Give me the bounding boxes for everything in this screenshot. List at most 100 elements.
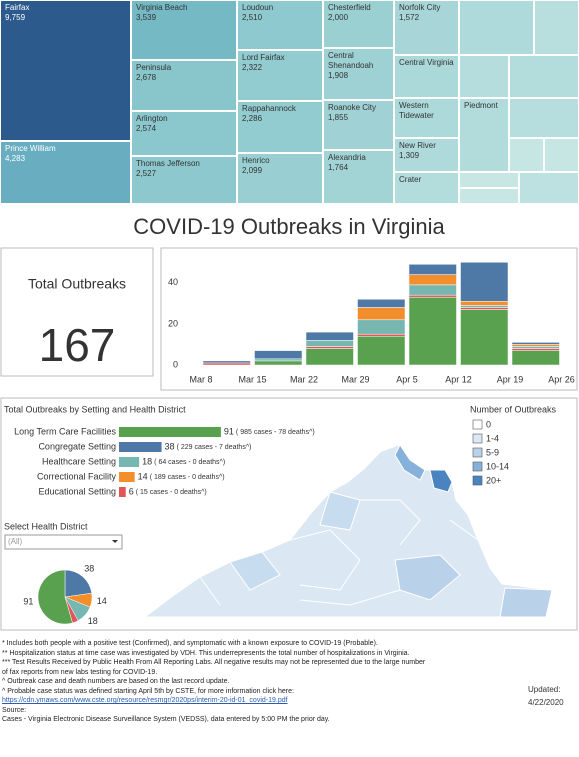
bar-segment	[408, 294, 457, 298]
legend-title: Number of Outbreaks	[470, 404, 557, 414]
treemap-label: Western Tidewater	[399, 101, 434, 120]
treemap-cell: New River 1,309	[394, 138, 459, 172]
treemap-value: 2,322	[242, 63, 263, 72]
bar-segment	[460, 301, 509, 306]
treemap-cell: Virginia Beach 3,539	[131, 0, 237, 60]
bar-segment	[357, 307, 406, 321]
treemap-value: 2,510	[242, 13, 263, 22]
kpi-value: 167	[39, 319, 116, 371]
value-label: 91	[224, 426, 234, 436]
treemap-label: Chesterfield	[328, 3, 371, 12]
bar-segment	[357, 319, 406, 335]
treemap-value: 3,539	[136, 13, 157, 22]
category-label: Long Term Care Facilities	[14, 426, 116, 436]
bar-segment	[408, 284, 457, 296]
virginia-map	[143, 444, 553, 618]
treemap-cell: Arlington 2,574	[131, 111, 237, 156]
bar-segment	[460, 262, 509, 302]
bar-segment	[254, 358, 303, 362]
treemap-cell	[534, 0, 579, 55]
updated-label: Updated:	[528, 685, 560, 694]
lower-panel	[0, 397, 578, 631]
category-label: Educational Setting	[38, 486, 116, 496]
treemap-label: New River	[399, 141, 436, 150]
bar-segment	[408, 274, 457, 286]
treemap-cell: Prince William 4,283	[0, 141, 131, 204]
legend-swatch	[472, 461, 483, 472]
map-district	[229, 551, 281, 591]
treemap-label: Crater	[399, 175, 422, 184]
value-label: 14	[138, 471, 148, 481]
dropdown-arrow[interactable]	[112, 540, 118, 543]
treemap-value: 1,855	[328, 113, 349, 122]
x-tick-label: Mar 22	[290, 374, 318, 384]
legend-label: 5-9	[486, 447, 499, 457]
y-tick-label: 20	[168, 318, 178, 328]
treemap-value: 4,283	[5, 154, 26, 163]
bar-segment	[305, 331, 354, 341]
treemap-cell	[509, 98, 579, 138]
bar-segment	[202, 360, 251, 364]
treemap-cell: Peninsula 2,678	[131, 60, 237, 111]
treemap-label: Fairfax	[5, 3, 30, 12]
bar-segment	[357, 333, 406, 337]
bar-segment	[511, 346, 560, 349]
legend-label: 20+	[486, 475, 501, 485]
footnote: Cases - Virginia Electronic Disease Surv…	[2, 716, 330, 723]
bar-segment	[511, 344, 560, 347]
pie-label: 91	[23, 597, 33, 607]
treemap-cell: Alexandria 1,764	[323, 150, 394, 204]
bar-segment	[254, 350, 303, 360]
y-tick-label: 40	[168, 277, 178, 287]
footnote: *** Test Results Received by Public Heal…	[2, 659, 426, 666]
x-tick-label: Mar 15	[238, 374, 266, 384]
annotation: ( 15 cases - 0 deaths^)	[136, 489, 207, 496]
filter-label: Select Health District	[4, 521, 88, 531]
filter-dropdown[interactable]	[4, 534, 123, 550]
x-tick-label: Mar 29	[341, 374, 369, 384]
bar-segment	[511, 348, 560, 351]
map-district	[394, 444, 426, 481]
footnote: https://cdn.ymaws.com/www.cste.org/resou…	[2, 697, 288, 704]
pie-label: 14	[97, 596, 107, 606]
legend-label: 10-14	[486, 461, 509, 471]
treemap-value: 2,678	[136, 73, 157, 82]
updated-date: 4/22/2020	[528, 698, 564, 707]
treemap-value: 1,908	[328, 71, 349, 80]
treemap-cell: Western Tidewater	[394, 98, 459, 138]
treemap-label: Peninsula	[136, 63, 172, 72]
treemap-cell: Crater	[394, 172, 459, 204]
treemap-value: 1,764	[328, 163, 349, 172]
treemap-value: 2,286	[242, 114, 263, 123]
annotation: ( 229 cases - 7 deaths^)	[177, 444, 252, 451]
treemap-value: 2,574	[136, 124, 157, 133]
filter-value[interactable]: (All)	[8, 537, 23, 546]
category-label: Correctional Facility	[37, 471, 117, 481]
treemap-cell: Central Virginia	[394, 55, 459, 98]
footnote: ^ Outbreak case and death numbers are ba…	[2, 678, 230, 685]
bar-segment	[305, 340, 354, 347]
bar-chart-box	[160, 247, 578, 391]
hbar-title: Total Outbreaks by Setting and Health Di…	[4, 404, 186, 414]
value-label: 38	[165, 441, 175, 451]
treemap-cell: Roanoke City 1,855	[323, 100, 394, 150]
footnote: Source:	[2, 706, 27, 714]
bar-segment	[254, 360, 303, 366]
treemap-label: Loudoun	[242, 3, 274, 12]
treemap-value: 9,759	[5, 13, 26, 22]
treemap-label: Norfolk City	[399, 3, 441, 12]
treemap-cell: Norfolk City 1,572	[394, 0, 459, 55]
footnote: ^ Probable case status was defined start…	[2, 687, 294, 695]
bar-segment	[357, 335, 406, 366]
bar-segment	[408, 264, 457, 275]
treemap-value: 2,099	[242, 166, 263, 175]
value-label: 6	[129, 486, 134, 496]
treemap-label: Prince William	[5, 144, 56, 153]
pie-label: 18	[88, 616, 98, 626]
treemap-cell	[459, 0, 534, 55]
legend-swatch	[472, 419, 483, 430]
footnote: of fax reports from new labs testing for…	[2, 668, 158, 676]
bar-segment	[460, 305, 509, 308]
bar-segment	[511, 350, 560, 366]
treemap-label: Central Shenandoah	[328, 51, 374, 70]
